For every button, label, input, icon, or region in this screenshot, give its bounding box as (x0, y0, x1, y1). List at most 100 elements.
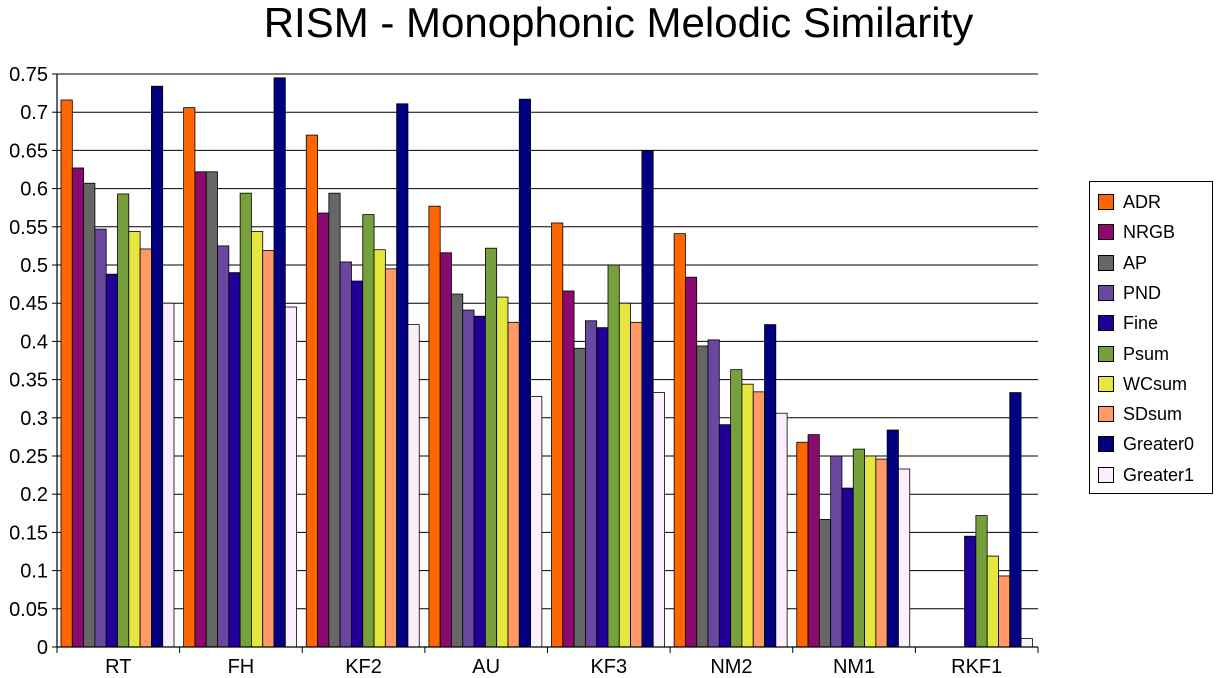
y-tick-label: 0.35 (9, 370, 48, 392)
bar (362, 214, 375, 648)
bar (775, 412, 788, 648)
bar (239, 192, 252, 648)
legend-swatch (1098, 224, 1114, 241)
x-tick-label: KF3 (590, 656, 627, 678)
bar (1020, 638, 1033, 648)
bar (964, 535, 977, 648)
bar (898, 468, 911, 648)
y-tick-label: 0.5 (20, 255, 48, 277)
x-tick-label: AU (472, 656, 500, 678)
legend: ADR NRGB AP PND Fine Psum WCsum SDsum Greater0 Gr… (1089, 181, 1213, 494)
bar (796, 441, 809, 648)
y-tick-label: 0.05 (9, 599, 48, 621)
y-tick-label: 0.75 (9, 64, 48, 86)
bar (830, 455, 843, 648)
x-tick-label: FH (228, 656, 255, 678)
x-tick-label: RT (105, 656, 131, 678)
bar (251, 230, 264, 648)
bar (607, 264, 620, 648)
bar (451, 293, 464, 648)
legend-swatch (1098, 194, 1114, 210)
bar (1009, 392, 1022, 648)
legend-label: AP (1123, 252, 1148, 273)
bar (94, 228, 107, 648)
x-tick-label: NM2 (710, 656, 752, 678)
bar (262, 250, 275, 648)
bar (630, 321, 643, 648)
bar (807, 434, 820, 648)
chart-title: RISM - Monophonic Melodic Similarity (263, 0, 974, 46)
bar (685, 276, 698, 648)
bar (673, 233, 686, 648)
bar (573, 347, 586, 648)
bar (641, 149, 654, 648)
bar (696, 345, 709, 648)
legend-swatch (1098, 315, 1114, 332)
bar (507, 321, 520, 648)
y-tick-label: 0.3 (20, 408, 48, 430)
legend-swatch (1098, 406, 1114, 423)
y-tick-label: 0.55 (9, 217, 48, 239)
legend-swatch (1098, 436, 1114, 453)
legend-swatch (1098, 345, 1114, 362)
bar (183, 107, 196, 648)
bar (473, 315, 486, 648)
x-tick-label: NM1 (833, 656, 875, 678)
bar (273, 77, 286, 648)
bar (217, 245, 230, 648)
y-tick-label: 0.45 (9, 293, 48, 315)
bar (373, 249, 386, 648)
bar (428, 205, 441, 648)
bar (317, 212, 330, 648)
bar (741, 383, 754, 648)
bar (339, 261, 352, 648)
bar (764, 324, 777, 648)
legend-label: Psum (1123, 343, 1170, 364)
bar (484, 247, 498, 648)
bar (998, 575, 1011, 648)
bar (71, 167, 85, 648)
y-tick-label: 0.25 (9, 446, 48, 468)
bar (83, 182, 96, 648)
y-tick-label: 0.65 (9, 140, 48, 162)
legend-label: SDsum (1123, 404, 1183, 425)
y-tick-label: 0.2 (20, 484, 48, 506)
legend-swatch (1098, 254, 1114, 271)
bar (117, 193, 130, 648)
bar (652, 392, 665, 648)
y-tick-label: 0.15 (9, 522, 48, 544)
bar (439, 252, 452, 648)
bar (718, 424, 732, 648)
legend-label: Greater0 (1123, 434, 1195, 455)
bar (618, 302, 631, 648)
y-tick-label: 0.7 (20, 102, 48, 124)
bar (105, 273, 118, 648)
bar (551, 222, 564, 648)
bar (60, 99, 73, 648)
bar (562, 290, 575, 648)
bar (585, 320, 598, 648)
legend-swatch (1098, 375, 1114, 392)
bar (730, 369, 743, 648)
legend-label: PND (1123, 282, 1162, 303)
legend-label: Fine (1123, 313, 1159, 334)
y-tick-label: 0.1 (20, 561, 48, 583)
bar (875, 458, 888, 648)
bar (496, 296, 509, 648)
y-tick-label: 0.6 (20, 179, 48, 201)
bar (328, 192, 341, 648)
legend-label: ADR (1123, 192, 1162, 212)
bar (228, 272, 241, 648)
x-tick-label: KF2 (345, 656, 382, 678)
bar (284, 306, 298, 648)
y-tick-label: 0.4 (20, 331, 48, 353)
legend-label: WCsum (1123, 373, 1187, 394)
bar (396, 103, 409, 648)
bar (852, 448, 865, 648)
bar (128, 230, 141, 648)
legend-swatch (1098, 466, 1114, 483)
bar (150, 85, 164, 648)
bar (194, 171, 207, 648)
bar (384, 268, 398, 648)
